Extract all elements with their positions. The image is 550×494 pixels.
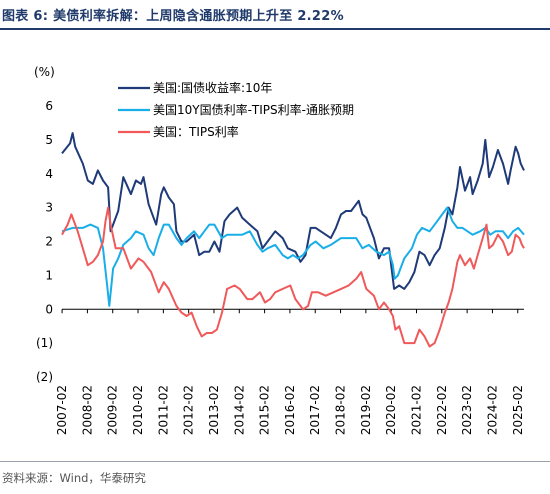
y-tick-label: (1)	[36, 336, 53, 350]
legend-label: 美国10Y国债利率-TIPS利率-通胀预期	[153, 102, 354, 117]
series-line-1	[61, 132, 525, 290]
source-note: 资料来源：Wind，华泰研究	[2, 471, 146, 485]
y-tick-label: (2)	[36, 370, 53, 384]
x-tick-label: 2020-02	[384, 385, 398, 435]
x-tick-label: 2008-02	[80, 385, 94, 435]
x-tick-label: 2025-02	[511, 385, 525, 435]
y-tick-label: 1	[45, 268, 53, 282]
header-divider	[0, 28, 550, 30]
x-tick-label: 2019-02	[359, 385, 373, 435]
x-tick-label: 2017-02	[308, 385, 322, 435]
x-axis: 2007-02 2008-02 2009-02 2010-02 2011-02 2012-…	[55, 308, 525, 435]
legend-label: 美国：TIPS利率	[153, 124, 239, 139]
series-line-3	[61, 206, 525, 348]
x-tick-label: 2023-02	[460, 385, 474, 435]
y-tick-label: 0	[45, 302, 53, 316]
x-tick-label: 2014-02	[232, 385, 246, 435]
y-axis: 6 5 4 3 2 1 0 (1) (2)	[36, 99, 53, 384]
x-tick-label: 2009-02	[106, 385, 120, 435]
x-tick-label: 2018-02	[334, 385, 348, 435]
x-tick-label: 2021-02	[409, 385, 423, 435]
series-lines	[61, 132, 525, 348]
x-tick-label: 2024-02	[485, 385, 499, 435]
y-tick-label: 2	[45, 235, 53, 249]
y-tick-label: 3	[45, 201, 53, 215]
x-tick-label: 2012-02	[182, 385, 196, 435]
chart-header: 图表 6: 美债利率拆解：上周隐含通胀预期上升至 2.22%	[0, 0, 550, 30]
y-tick-label: 6	[45, 99, 53, 113]
y-unit-label: (%)	[34, 65, 55, 79]
y-tick-label: 4	[45, 167, 53, 181]
x-tick-label: 2010-02	[131, 385, 145, 435]
x-tick-label: 2013-02	[207, 385, 221, 435]
x-tick-label: 2007-02	[55, 385, 69, 435]
x-tick-label: 2011-02	[156, 385, 170, 435]
y-tick-label: 5	[45, 133, 53, 147]
x-tick-label: 2016-02	[283, 385, 297, 435]
footer-divider	[0, 461, 550, 462]
x-tick-label: 2022-02	[435, 385, 449, 435]
x-tick-label: 2015-02	[258, 385, 272, 435]
chart-title: 图表 6: 美债利率拆解：上周隐含通胀预期上升至 2.22%	[2, 9, 344, 24]
series-line-2	[61, 206, 525, 307]
legend: 美国:国债收益率:10年美国10Y国债利率-TIPS利率-通胀预期美国：TIPS…	[118, 80, 354, 139]
legend-label: 美国:国债收益率:10年	[153, 80, 272, 95]
